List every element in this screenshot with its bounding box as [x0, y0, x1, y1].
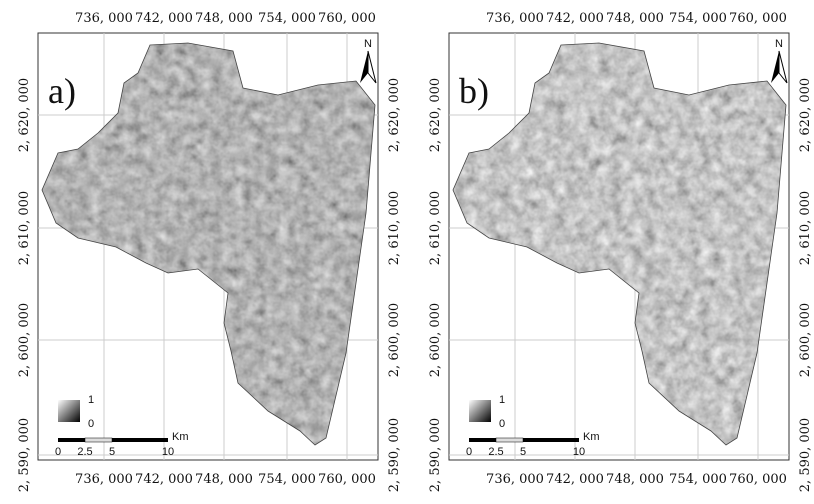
north-label: N — [364, 38, 372, 50]
scale-segment — [112, 438, 168, 442]
y-tick-label: 2, 600, 000 — [387, 303, 402, 377]
y-tick-label: 2, 620, 000 — [798, 78, 813, 152]
legend-label: 1 — [499, 394, 505, 406]
boundary — [41, 42, 376, 446]
y-tick-label: 2, 620, 000 — [17, 78, 32, 152]
x-tick-label: 754, 000 — [669, 11, 727, 26]
panel-label: b) — [459, 71, 489, 111]
y-tick-label: 2, 600, 000 — [17, 303, 32, 377]
scale-label: 10 — [573, 446, 585, 458]
north-arrow — [367, 50, 377, 84]
scale-segment — [84, 437, 113, 443]
scale-label: 5 — [520, 446, 526, 458]
scale-label: 10 — [162, 446, 174, 458]
x-tick-label: 742, 000 — [546, 11, 604, 26]
y-tick-label: 2, 620, 000 — [428, 78, 443, 152]
x-tick-label: 748, 000 — [195, 11, 253, 26]
scale-segment — [523, 438, 579, 442]
panel-label: a) — [48, 71, 76, 111]
legend-label: 1 — [88, 394, 94, 406]
y-tick-label: 2, 600, 000 — [798, 303, 813, 377]
y-tick-label: 2, 590, 000 — [387, 418, 402, 492]
y-tick-label: 2, 590, 000 — [17, 418, 32, 492]
x-tick-label: 736, 000 — [75, 472, 133, 487]
x-tick-label: 760, 000 — [318, 472, 376, 487]
y-tick-label: 2, 610, 000 — [428, 191, 443, 265]
north-arrow — [778, 50, 788, 84]
north-arrow — [771, 51, 779, 83]
scale-segment — [495, 437, 524, 443]
scale-label: 0 — [466, 446, 472, 458]
x-tick-label: 736, 000 — [75, 11, 133, 26]
x-tick-label: 736, 000 — [486, 472, 544, 487]
scale-segment — [469, 438, 496, 442]
scale-label: 2.5 — [488, 446, 503, 458]
x-tick-label: 754, 000 — [258, 472, 316, 487]
y-tick-label: 2, 620, 000 — [387, 78, 402, 152]
x-tick-label: 760, 000 — [729, 472, 787, 487]
x-tick-label: 742, 000 — [135, 11, 193, 26]
x-tick-label: 748, 000 — [606, 11, 664, 26]
scale-label: 0 — [55, 446, 61, 458]
y-tick-label: 2, 590, 000 — [428, 418, 443, 492]
x-tick-label: 736, 000 — [486, 11, 544, 26]
scale-label: 5 — [109, 446, 115, 458]
legend-label: 0 — [88, 418, 94, 430]
scale-segment — [58, 438, 85, 442]
y-tick-label: 2, 610, 000 — [387, 191, 402, 265]
north-label: N — [775, 38, 783, 50]
legend-label: 0 — [499, 418, 505, 430]
x-tick-label: 748, 000 — [195, 472, 253, 487]
x-tick-label: 760, 000 — [318, 11, 376, 26]
x-tick-label: 742, 000 — [135, 472, 193, 487]
y-tick-label: 2, 610, 000 — [17, 191, 32, 265]
scale-unit: Km — [172, 431, 189, 443]
x-tick-label: 754, 000 — [258, 11, 316, 26]
legend-ramp — [58, 400, 80, 422]
y-tick-label: 2, 600, 000 — [428, 303, 443, 377]
x-tick-label: 754, 000 — [669, 472, 727, 487]
y-tick-label: 2, 590, 000 — [798, 418, 813, 492]
legend-ramp — [469, 400, 491, 422]
y-tick-label: 2, 610, 000 — [798, 191, 813, 265]
scale-unit: Km — [583, 431, 600, 443]
x-tick-label: 760, 000 — [729, 11, 787, 26]
north-arrow — [360, 51, 368, 83]
boundary — [452, 42, 787, 446]
scale-label: 2.5 — [77, 446, 92, 458]
x-tick-label: 748, 000 — [606, 472, 664, 487]
x-tick-label: 742, 000 — [546, 472, 604, 487]
